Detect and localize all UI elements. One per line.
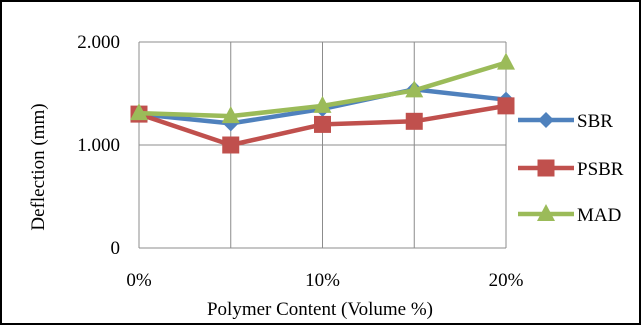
- data-point: [313, 95, 332, 113]
- data-point: [405, 80, 424, 98]
- legend: SBR PSBR MAD: [518, 111, 624, 226]
- legend-item: PSBR: [518, 159, 624, 180]
- legend-item: SBR: [518, 111, 613, 132]
- legend-marker: [537, 204, 555, 221]
- y-tick-label: 0: [111, 238, 121, 259]
- legend-marker: [537, 159, 555, 177]
- legend-label: MAD: [577, 205, 621, 226]
- y-tick-label: 1.000: [77, 135, 120, 156]
- x-tick-label: 0%: [126, 270, 152, 291]
- x-tick-label: 10%: [305, 270, 340, 291]
- data-point: [497, 97, 515, 115]
- x-axis-label: Polymer Content (Volume %): [207, 299, 433, 320]
- series-layer: [130, 52, 515, 154]
- y-tick-label: 2.000: [77, 32, 120, 53]
- data-point: [221, 106, 240, 124]
- legend-label: PSBR: [577, 159, 624, 180]
- y-axis-label: Deflection (mm): [28, 103, 49, 230]
- legend-item: MAD: [518, 204, 621, 226]
- data-point: [130, 103, 148, 121]
- axes: 0 1.000 2.000 0% 10% 20%: [77, 32, 523, 291]
- data-point: [497, 52, 515, 70]
- data-point: [405, 112, 423, 130]
- x-tick-label: 20%: [489, 270, 524, 291]
- legend-label: SBR: [577, 111, 613, 132]
- legend-marker: [538, 112, 554, 128]
- series-mad: [130, 52, 515, 124]
- data-point: [222, 136, 240, 154]
- data-point: [314, 115, 331, 133]
